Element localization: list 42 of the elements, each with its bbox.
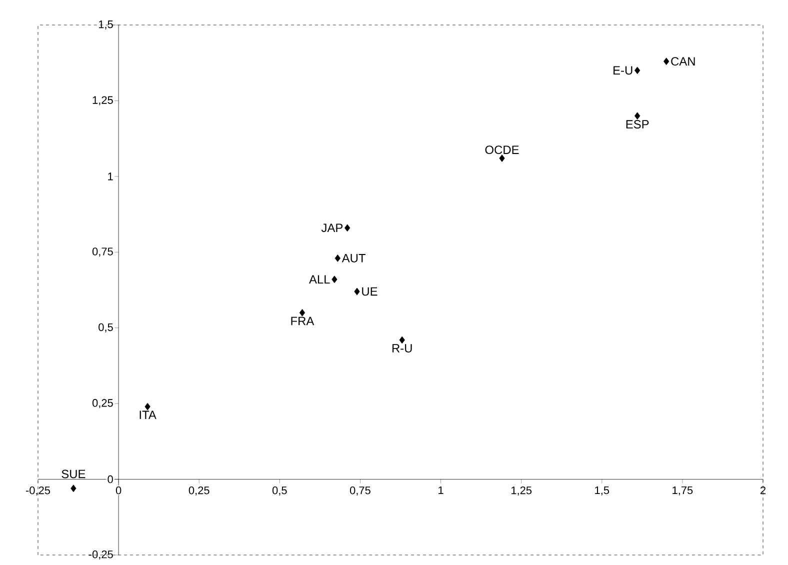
annotation: ALL <box>309 275 330 284</box>
annotation: OCDE <box>485 146 519 154</box>
y-tick-label: 0 <box>108 475 113 484</box>
point <box>499 154 505 162</box>
annotation: E-U <box>614 66 632 75</box>
x-tick-label: 0,5 <box>272 486 287 496</box>
annotation: ESP <box>626 120 649 128</box>
annotation: FRA <box>291 316 314 326</box>
x-tick-label: 0,25 <box>188 486 210 496</box>
y-tick-label: 0,25 <box>92 399 113 408</box>
annotation: SUE <box>62 470 86 478</box>
point <box>664 58 670 66</box>
annotation: CAN <box>671 57 695 66</box>
annotation: JAP <box>321 224 343 232</box>
point <box>144 402 150 410</box>
x-tick-label: 1,25 <box>512 486 532 496</box>
point <box>334 254 340 262</box>
annotation: ITA <box>140 410 156 420</box>
y-tick-label: 1 <box>108 172 113 180</box>
y-tick-label: 0,75 <box>92 248 113 257</box>
x-tick-label: 0,75 <box>350 486 370 496</box>
y-tick-label: 1,25 <box>92 96 113 106</box>
y-tick-label: -0,25 <box>88 550 113 560</box>
point <box>332 276 338 284</box>
point <box>354 288 360 296</box>
point <box>634 66 640 74</box>
point <box>344 224 350 232</box>
x-tick-label: -0,25 <box>26 486 50 496</box>
x-tick-label: 1,75 <box>672 486 693 496</box>
point <box>70 484 76 492</box>
annotation: UE <box>362 287 378 296</box>
point <box>399 336 405 344</box>
point <box>634 112 640 120</box>
y-tick-label: 1,5 <box>98 20 113 30</box>
x-tick-label: 1 <box>438 486 444 494</box>
annotation: AUT <box>342 254 366 262</box>
point <box>299 309 306 316</box>
x-tick-label: 1,5 <box>595 486 610 496</box>
y-tick-label: 0,5 <box>98 323 113 332</box>
x-tick-label: 0 <box>116 486 122 494</box>
annotation: R-U <box>392 344 412 352</box>
x-tick-label: 2 <box>760 486 766 494</box>
